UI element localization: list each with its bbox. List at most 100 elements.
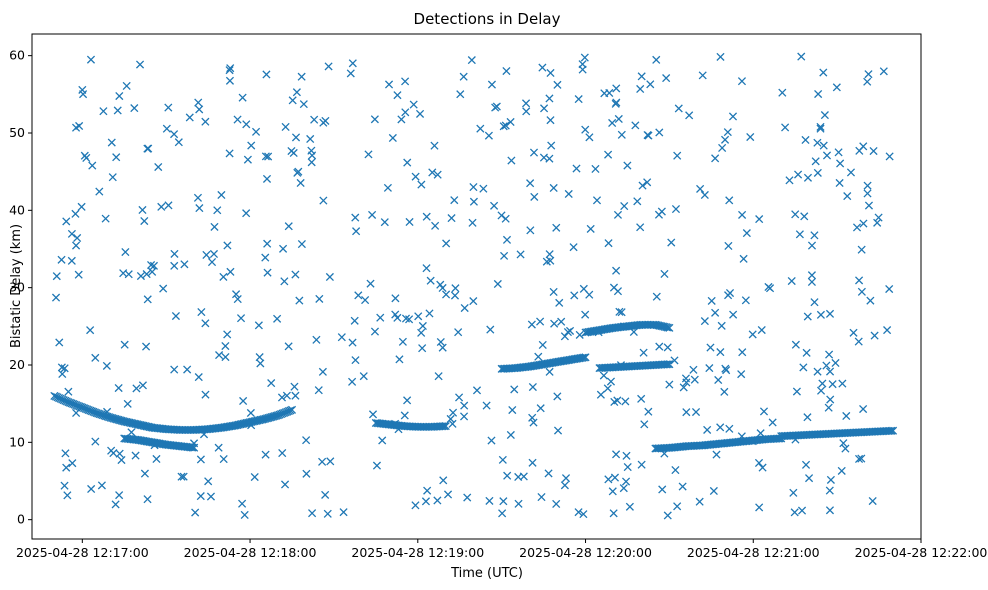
- track-4-point: [663, 360, 672, 369]
- clutter-point: [843, 192, 852, 201]
- clutter-point: [507, 156, 516, 165]
- clutter-point: [307, 146, 316, 155]
- clutter-point: [638, 181, 647, 190]
- clutter-point: [417, 328, 426, 337]
- clutter-point: [91, 353, 100, 362]
- clutter-point: [366, 279, 375, 288]
- clutter-point: [460, 303, 469, 313]
- track-3b-point: [655, 321, 664, 330]
- clutter-point: [233, 295, 242, 304]
- clutter-point: [112, 153, 121, 162]
- clutter-point: [195, 204, 204, 213]
- clutter-point: [592, 196, 602, 205]
- track-1-point: [136, 420, 145, 430]
- clutter-point: [143, 144, 152, 153]
- clutter-point: [368, 210, 377, 219]
- clutter-point: [857, 454, 866, 463]
- clutter-point: [194, 98, 203, 107]
- clutter-point: [836, 159, 845, 168]
- clutter-point: [623, 161, 632, 170]
- clutter-point: [616, 361, 626, 370]
- clutter-point: [706, 343, 715, 352]
- clutter-point: [818, 379, 827, 388]
- clutter-point: [591, 164, 600, 173]
- clutter-point: [652, 55, 661, 64]
- clutter-point: [115, 91, 124, 101]
- clutter-point: [646, 80, 655, 89]
- clutter-point: [359, 372, 368, 381]
- clutter-point: [869, 146, 878, 156]
- clutter-point: [578, 65, 587, 74]
- clutter-point: [414, 312, 423, 321]
- clutter-point: [262, 174, 272, 183]
- clutter-point: [682, 378, 691, 387]
- clutter-point: [138, 205, 147, 215]
- clutter-point: [722, 366, 731, 375]
- clutter-point: [655, 128, 664, 137]
- clutter-point: [820, 111, 829, 120]
- clutter-point: [250, 472, 259, 482]
- y-axis: 0 10 20 30 40 50 60: [9, 48, 32, 527]
- clutter-point: [147, 260, 156, 270]
- clutter-point: [469, 182, 478, 192]
- clutter-point: [497, 211, 506, 220]
- clutter-point: [185, 113, 194, 122]
- clutter-point: [545, 94, 554, 103]
- clutter-point: [468, 218, 477, 227]
- clutter-point: [487, 436, 496, 445]
- clutter-point: [164, 201, 173, 210]
- clutter-point: [842, 411, 851, 421]
- clutter-point: [62, 463, 71, 472]
- clutter-point: [608, 118, 617, 128]
- clutter-point: [318, 367, 327, 376]
- clutter-point: [67, 229, 76, 238]
- clutter-point: [177, 472, 186, 481]
- clutter-point: [596, 390, 605, 399]
- clutter-point: [698, 71, 707, 80]
- clutter-point: [807, 277, 816, 286]
- clutter-point: [221, 352, 230, 362]
- clutter-point: [725, 424, 734, 433]
- clutter-point: [307, 158, 316, 167]
- track-1-lower-point: [186, 443, 196, 452]
- clutter-point: [553, 392, 562, 401]
- clutter-point: [486, 325, 495, 334]
- clutter-point: [803, 413, 812, 422]
- clutter-point: [196, 455, 205, 464]
- clutter-point: [315, 294, 324, 303]
- clutter-point: [545, 250, 554, 259]
- clutter-point: [438, 343, 447, 352]
- clutter-point: [725, 196, 734, 205]
- clutter-point: [883, 326, 892, 335]
- clutter-point: [393, 91, 402, 100]
- clutter-point: [164, 103, 173, 112]
- clutter-point: [171, 311, 180, 321]
- clutter-point: [239, 396, 248, 406]
- track-1-point: [286, 406, 295, 415]
- clutter-point: [756, 429, 765, 438]
- clutter-point: [319, 196, 328, 205]
- clutter-point: [263, 239, 272, 248]
- clutter-point: [384, 80, 394, 89]
- clutter-point: [797, 52, 806, 61]
- clutter-point: [282, 391, 291, 400]
- clutter-point: [863, 77, 872, 86]
- clutter-point: [585, 133, 594, 142]
- clutter-point: [436, 337, 445, 347]
- clutter-point: [308, 509, 317, 518]
- clutter-point: [671, 205, 681, 214]
- track-1-point: [120, 417, 129, 426]
- clutter-point: [71, 209, 80, 218]
- track-1-point: [139, 421, 148, 430]
- clutter-point: [236, 314, 246, 323]
- x-tick-label-1: 2025-04-28 12:18:00: [184, 545, 317, 560]
- clutter-point: [191, 508, 200, 517]
- clutter-point: [679, 383, 688, 392]
- clutter-point: [565, 326, 575, 335]
- track-3-point: [578, 353, 587, 362]
- clutter-point: [297, 72, 306, 81]
- track-1-point: [128, 419, 137, 428]
- clutter-point: [785, 176, 794, 185]
- clutter-point: [561, 474, 571, 483]
- clutter-point: [742, 229, 751, 238]
